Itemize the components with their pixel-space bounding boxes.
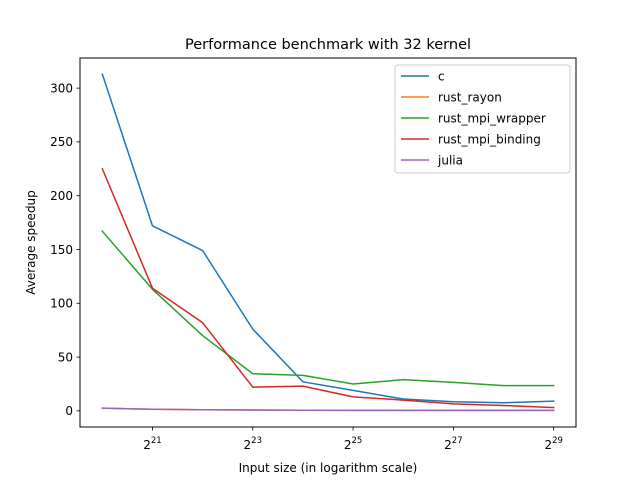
y-tick-label: 0 (65, 404, 73, 418)
legend-label: rust_mpi_binding (438, 133, 541, 147)
plot-frame (79, 57, 577, 428)
plot-lines (101, 73, 555, 412)
x-axis-ticks: 221 223 225 227 229 (143, 427, 563, 452)
y-axis-ticks: 0 50 100 150 200 250 300 (50, 81, 80, 418)
series-line-c (101, 73, 555, 404)
legend-box (394, 64, 571, 174)
x-tick-label: 227 (444, 436, 462, 452)
series-line-julia (101, 407, 555, 412)
y-tick-label: 50 (58, 350, 73, 364)
legend-label: rust_mpi_wrapper (438, 112, 546, 126)
legend-label: julia (437, 154, 463, 168)
series-line-rust-mpi-wrapper (101, 230, 555, 387)
legend: c rust_rayon rust_mpi_wrapper rust_mpi_bind… (394, 64, 571, 174)
x-tick-label: 225 (344, 436, 362, 452)
series-line-rust-mpi-binding (101, 167, 555, 409)
y-axis-label: Average speedup (24, 190, 38, 295)
y-tick-label: 300 (50, 81, 73, 95)
y-tick-label: 200 (50, 189, 73, 203)
y-tick-label: 250 (50, 135, 73, 149)
x-tick-label: 223 (244, 436, 262, 452)
x-tick-label: 221 (143, 436, 161, 452)
x-axis-label: Input size (in logarithm scale) (239, 461, 418, 475)
legend-label: rust_rayon (438, 91, 502, 105)
x-tick-label: 229 (544, 436, 562, 452)
legend-label: c (438, 70, 445, 84)
chart-title: Performance benchmark with 32 kernel (185, 37, 471, 53)
y-tick-label: 100 (50, 297, 73, 311)
y-tick-label: 150 (50, 243, 73, 257)
